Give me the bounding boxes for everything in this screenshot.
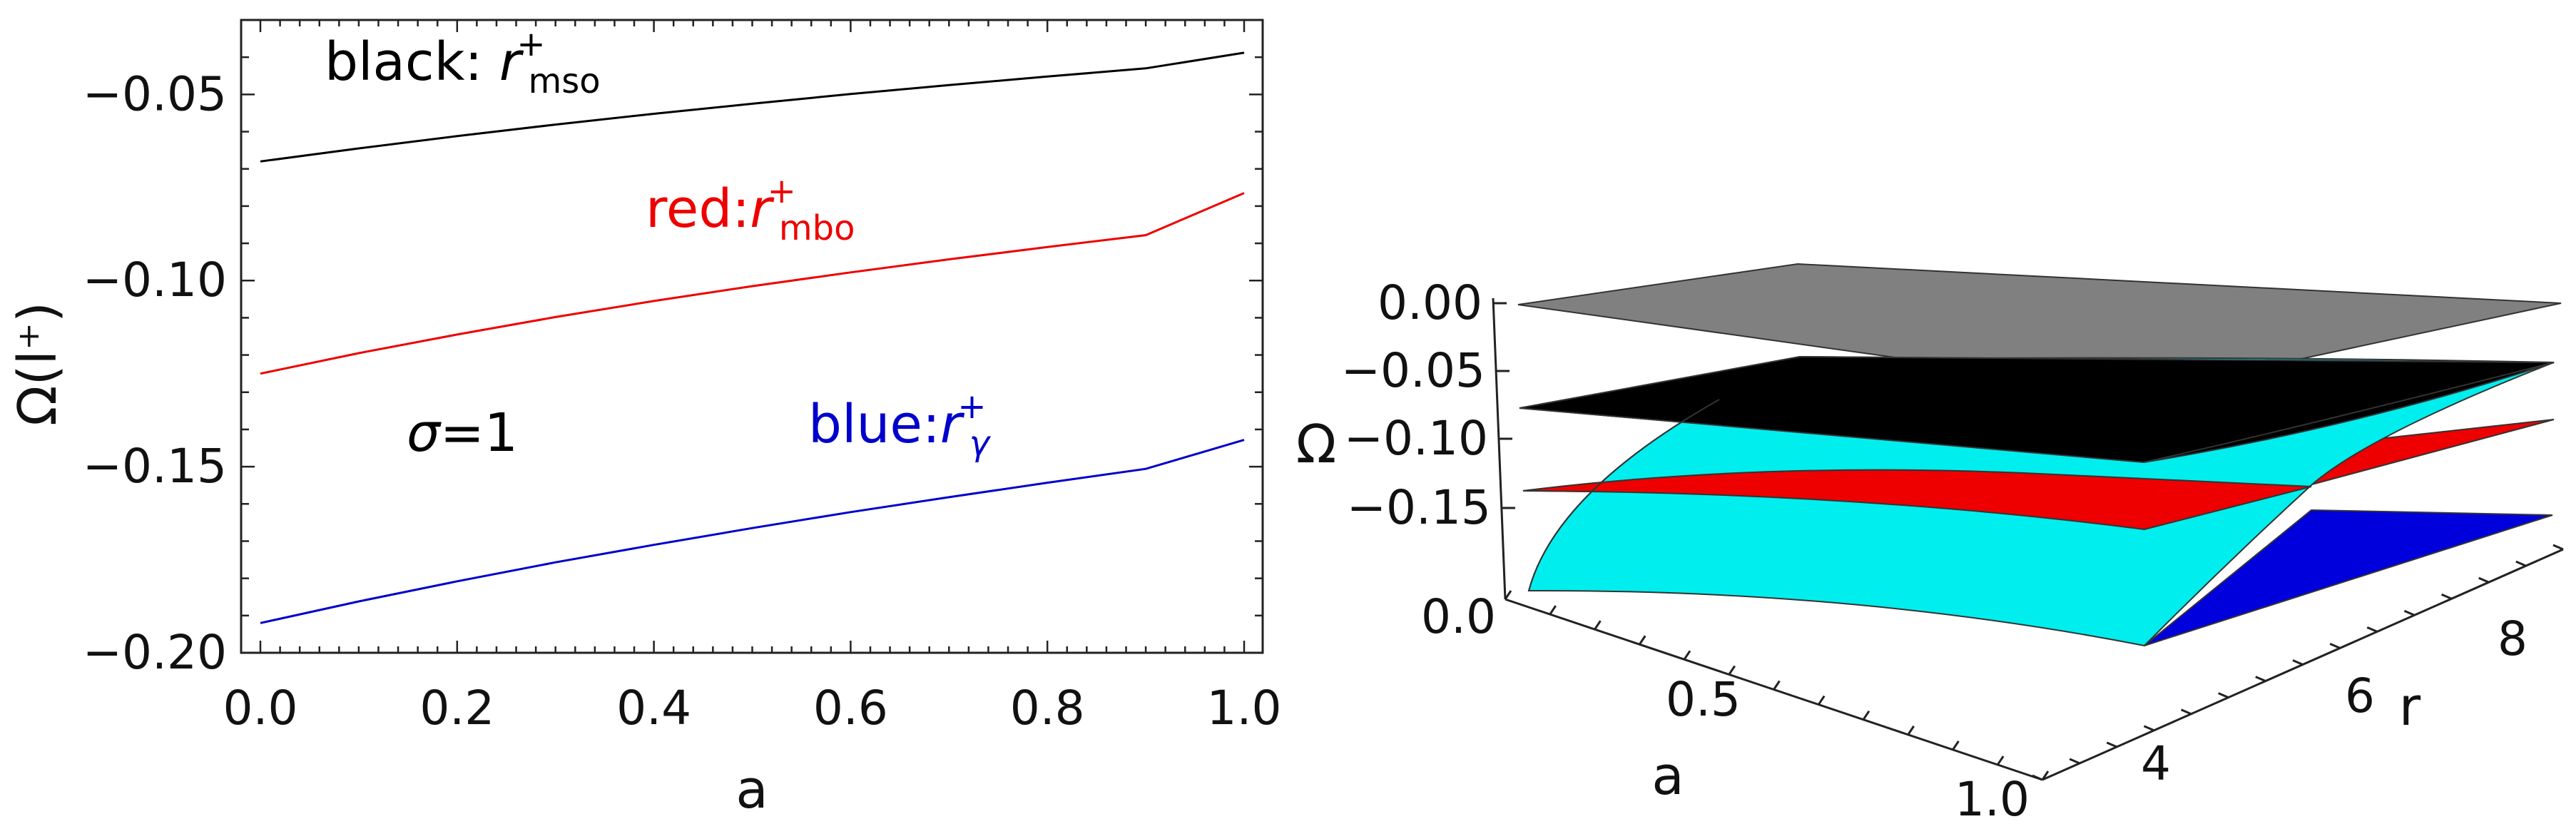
- r-axis-tick: [2032, 774, 2043, 781]
- r-axis-tick: [2329, 643, 2341, 649]
- r-axis-tick: [2106, 741, 2117, 748]
- z-tick-label: −0.10: [1344, 411, 1488, 466]
- a-axis-title: a: [1651, 746, 1684, 807]
- a-axis-tick: [1728, 665, 1736, 676]
- r-axis-tick: [2143, 725, 2155, 732]
- a-axis-tick: [1504, 590, 1512, 600]
- surface-cyan-edge: [1528, 399, 1720, 591]
- r-axis-tick: [2403, 609, 2415, 616]
- x-tick-label: 0.6: [813, 681, 888, 736]
- r-axis-tick: [2440, 593, 2453, 600]
- annotation-sigma-value: =1: [440, 402, 518, 464]
- y-tick-label: −0.15: [83, 439, 227, 494]
- r-tick-label: 4: [2141, 736, 2171, 791]
- r-axis-tick: [2366, 626, 2378, 633]
- x-tick-label: 0.0: [223, 681, 298, 736]
- annotation-red: red:r+ mbo: [646, 171, 855, 248]
- a-axis-tick: [1862, 710, 1870, 721]
- annotation-blue-prefix: blue:: [808, 394, 940, 455]
- r-axis-tick: [2515, 560, 2527, 567]
- r-tick-label: 6: [2345, 668, 2375, 723]
- r-axis-ticks: [2032, 544, 2564, 781]
- y-tick-label: −0.10: [83, 253, 227, 307]
- surface-red-front: [1522, 469, 2312, 531]
- surface-cyan-top-edge: [2143, 362, 2555, 463]
- annotation-black-sub: mso: [529, 61, 601, 101]
- annotation-red-sub: mbo: [779, 208, 855, 248]
- a-axis-tick: [1952, 741, 1960, 751]
- series-lines: [260, 51, 1245, 624]
- a-axis-tick: [1907, 725, 1915, 736]
- annotation-black-prefix: black:: [325, 31, 499, 93]
- r-axis-tick: [2069, 758, 2080, 765]
- a-axis-tick: [2041, 771, 2050, 780]
- surface-black-front: [1519, 355, 2555, 464]
- series-line-blue: [260, 439, 1245, 624]
- annotation-black: black: r+ mso: [325, 24, 601, 101]
- line-chart: 0.0 0.2 0.4 0.6 0.8 1.0 −0.05 −0.10 −0.15 −0.20 a…: [7, 19, 1282, 820]
- z-tick-label: −0.15: [1347, 480, 1491, 535]
- a-tick-label: 0.0: [1421, 589, 1496, 644]
- a-axis-tick: [1639, 635, 1646, 646]
- y-tick-label: −0.05: [83, 66, 227, 121]
- surface-chart: 0.00 −0.05 −0.10 −0.15 0.0 0.5 1.0 4 6 8…: [1296, 263, 2564, 827]
- annotation-red-r: r: [750, 178, 775, 240]
- r-axis-tick: [2478, 576, 2490, 584]
- a-tick-label: 1.0: [1955, 772, 2030, 827]
- r-axis-tick: [2292, 659, 2303, 666]
- r-axis-tick: [2255, 676, 2266, 682]
- a-axis-tick: [1997, 756, 2005, 766]
- r-axis-tick: [2180, 708, 2192, 716]
- y-tick-label: −0.20: [83, 625, 227, 680]
- annotation-black-sup: +: [516, 24, 545, 64]
- z-tick-label: 0.00: [1378, 275, 1482, 330]
- annotation-blue: blue:r+ γ: [808, 387, 992, 464]
- axis-ticks: 0.0 0.2 0.4 0.6 0.8 1.0 −0.05 −0.10 −0.15 −0.20: [83, 19, 1282, 736]
- a-axis-ticks: [1504, 590, 2050, 780]
- series-line-black: [260, 51, 1245, 163]
- z-tick-label: −0.05: [1341, 343, 1485, 398]
- a-tick-label: 0.5: [1666, 672, 1741, 727]
- z-axis-title: Ω: [1296, 414, 1337, 475]
- x-tick-label: 0.8: [1010, 681, 1085, 736]
- series-line-red: [260, 192, 1245, 375]
- a-axis-tick: [1594, 620, 1602, 630]
- x-tick-label: 0.4: [616, 681, 691, 736]
- r-axis-tick: [2552, 544, 2564, 551]
- plot-frame: [240, 19, 1264, 654]
- surface-blue: [2144, 509, 2553, 646]
- a-axis-tick: [1549, 605, 1557, 615]
- annotation-sigma: σ=1: [407, 402, 518, 464]
- y-axis-title: Ω(l⁺): [7, 302, 68, 426]
- a-axis-tick: [1683, 650, 1691, 661]
- x-axis-title: a: [735, 759, 768, 820]
- annotation-red-prefix: red:: [646, 178, 750, 240]
- a-axis-tick: [1818, 695, 1826, 706]
- x-tick-label: 0.2: [419, 681, 494, 736]
- annotation-black-r: r: [499, 31, 524, 93]
- z-axis-line: [1492, 298, 1507, 600]
- r-axis-title: r: [2399, 676, 2421, 738]
- r-axis-tick: [2218, 692, 2229, 699]
- x-tick-label: 1.0: [1207, 681, 1282, 736]
- r-tick-label: 8: [2498, 611, 2527, 666]
- annotation-blue-sup: +: [957, 387, 986, 427]
- annotation-sigma-symbol: σ: [407, 402, 442, 464]
- annotation-red-sup: +: [768, 171, 796, 211]
- annotation-blue-sub: γ: [969, 424, 992, 464]
- z-axis-ticks: [1493, 302, 1515, 509]
- annotation-blue-r: r: [940, 394, 965, 455]
- a-axis-tick: [1773, 680, 1781, 691]
